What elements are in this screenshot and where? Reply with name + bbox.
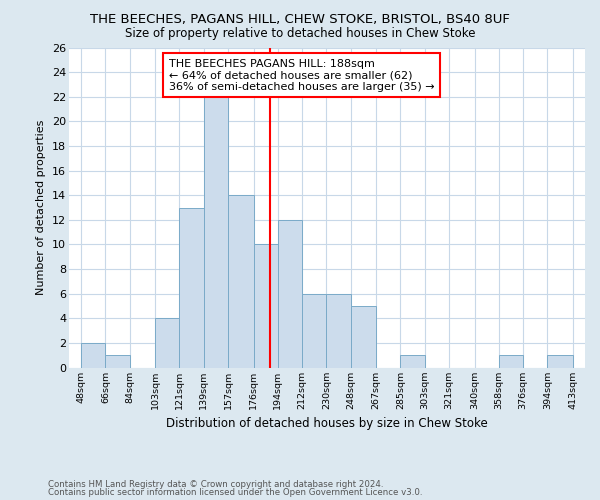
Y-axis label: Number of detached properties: Number of detached properties — [37, 120, 46, 295]
Bar — [302, 294, 326, 368]
Bar — [155, 318, 179, 368]
Text: THE BEECHES PAGANS HILL: 188sqm
← 64% of detached houses are smaller (62)
36% of: THE BEECHES PAGANS HILL: 188sqm ← 64% of… — [169, 58, 434, 92]
Text: Contains HM Land Registry data © Crown copyright and database right 2024.: Contains HM Land Registry data © Crown c… — [48, 480, 383, 489]
Bar — [400, 355, 425, 368]
Text: THE BEECHES, PAGANS HILL, CHEW STOKE, BRISTOL, BS40 8UF: THE BEECHES, PAGANS HILL, CHEW STOKE, BR… — [90, 12, 510, 26]
Text: Size of property relative to detached houses in Chew Stoke: Size of property relative to detached ho… — [125, 28, 475, 40]
Bar — [278, 220, 302, 368]
Bar — [106, 355, 130, 368]
Bar — [254, 244, 278, 368]
Bar — [547, 355, 573, 368]
Bar — [228, 195, 254, 368]
Bar — [81, 343, 106, 367]
Bar — [326, 294, 350, 368]
Text: Contains public sector information licensed under the Open Government Licence v3: Contains public sector information licen… — [48, 488, 422, 497]
X-axis label: Distribution of detached houses by size in Chew Stoke: Distribution of detached houses by size … — [166, 417, 488, 430]
Bar — [179, 208, 204, 368]
Bar — [350, 306, 376, 368]
Bar — [204, 96, 228, 368]
Bar — [499, 355, 523, 368]
